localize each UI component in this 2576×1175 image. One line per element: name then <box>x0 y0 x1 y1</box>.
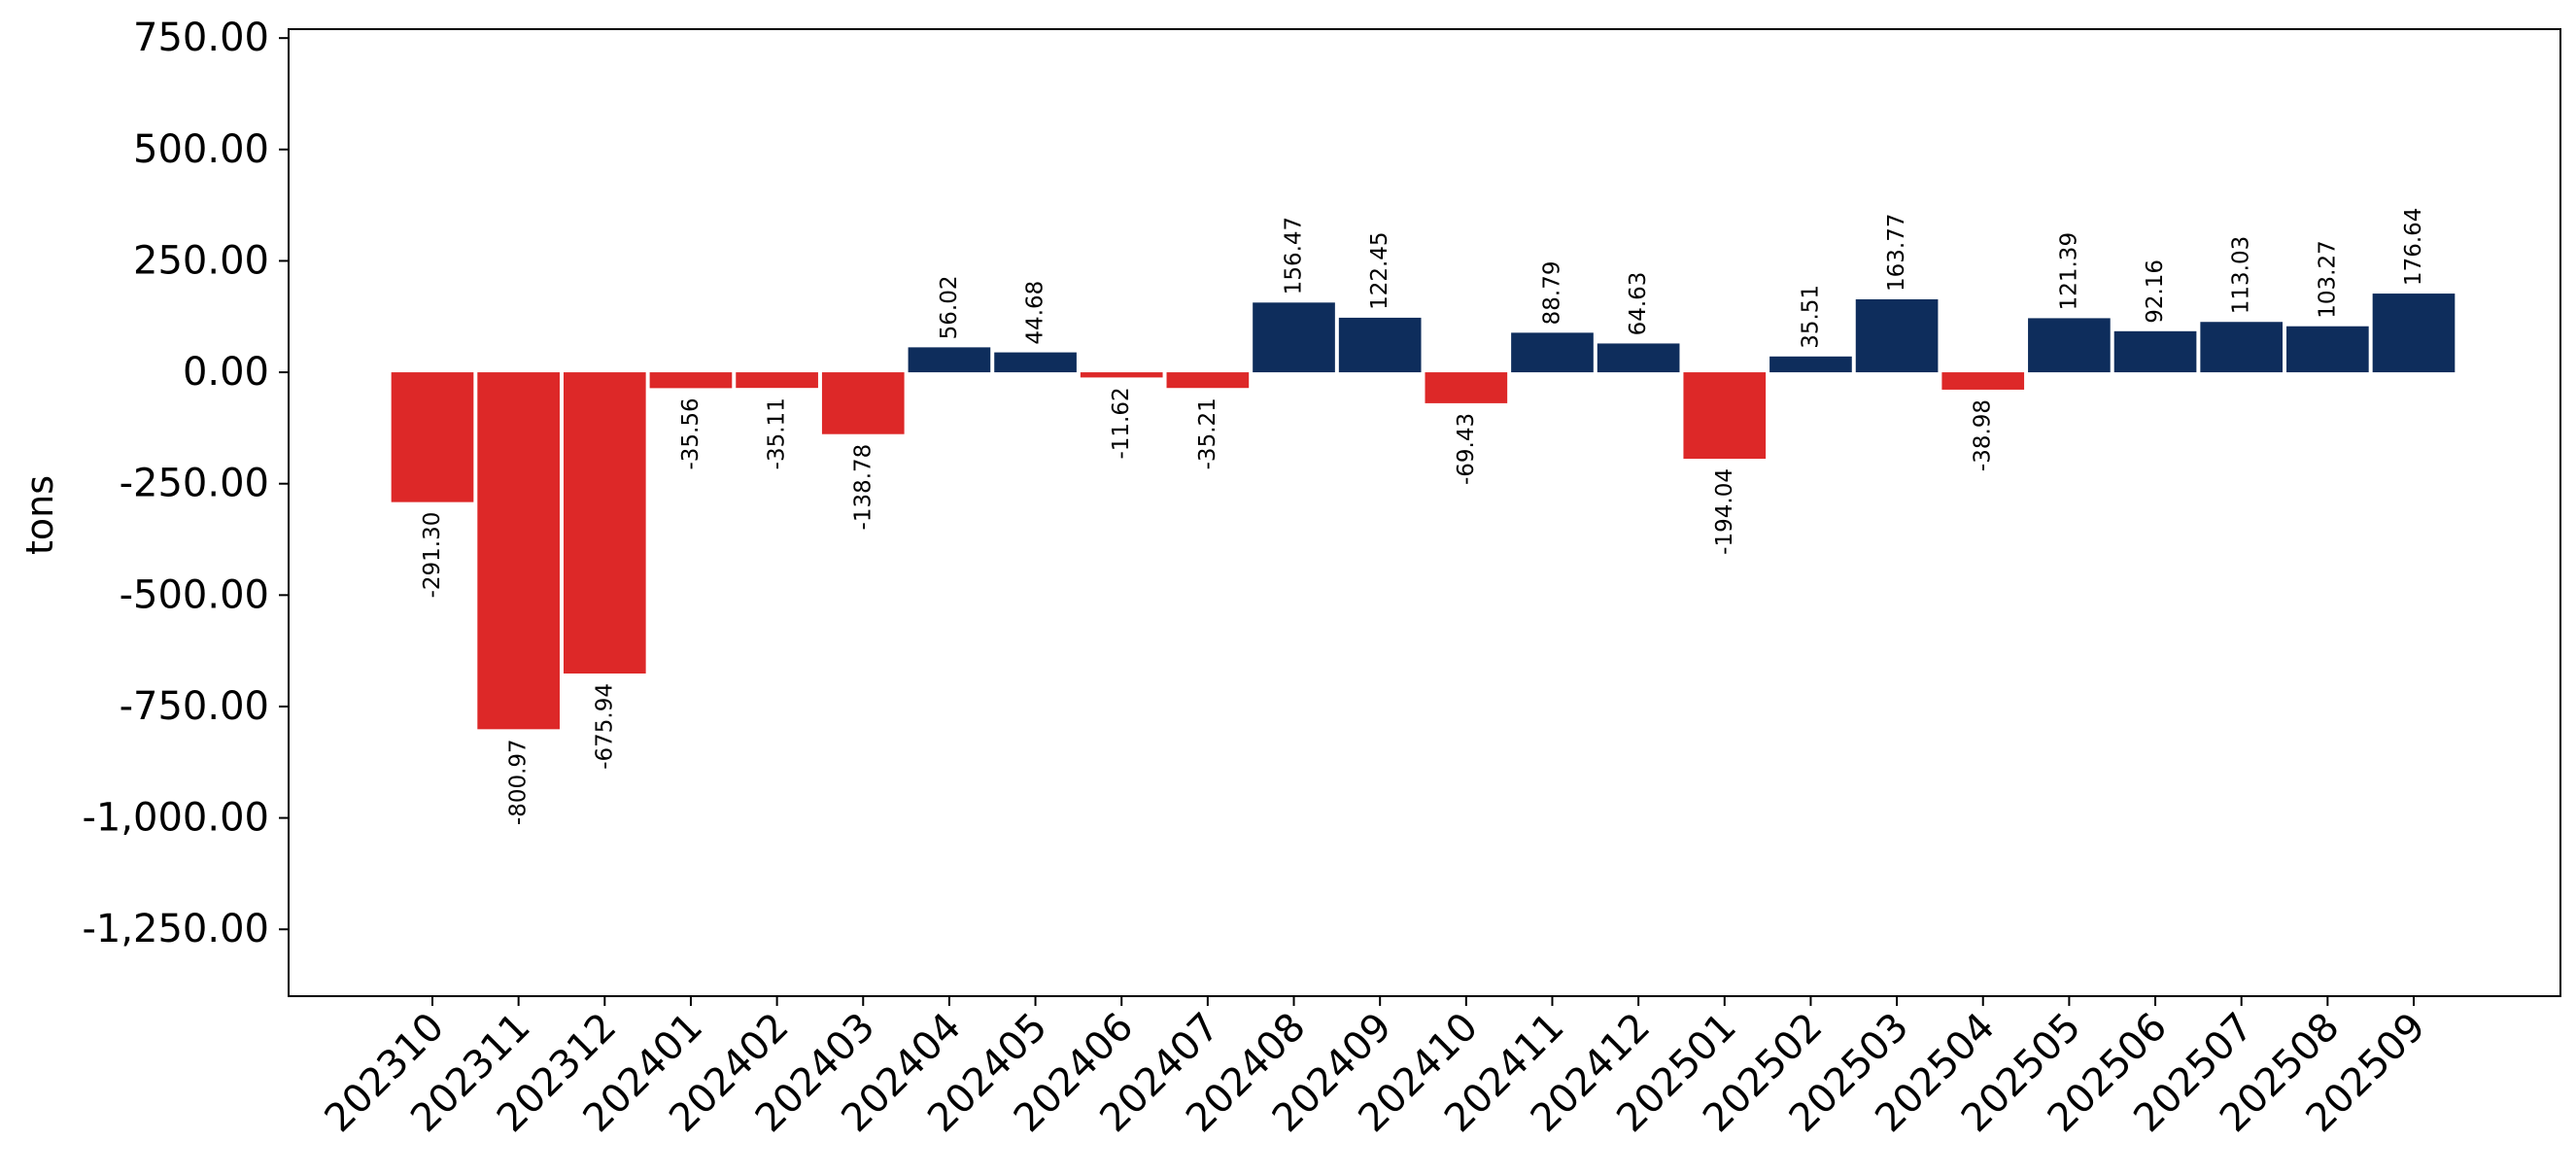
y-tick-label: -500.00 <box>120 572 269 617</box>
y-axis-label: tons <box>18 475 61 555</box>
y-tick-label: 500.00 <box>133 127 269 172</box>
data-label-202405: 44.68 <box>1023 281 1048 345</box>
data-label-202404: 56.02 <box>937 276 962 340</box>
data-label-202507: 113.03 <box>2229 236 2254 314</box>
bar-202403 <box>821 372 905 434</box>
bar-202408 <box>1253 302 1335 373</box>
bar-202501 <box>1683 372 1767 460</box>
data-label-202401: -35.56 <box>678 397 704 469</box>
data-label-202310: -291.30 <box>420 512 445 599</box>
data-label-202410: -69.43 <box>1454 413 1479 485</box>
bar-202407 <box>1166 372 1250 389</box>
bar-202409 <box>1338 317 1422 373</box>
bar-202506 <box>2113 330 2197 373</box>
y-tick-label: -1,000.00 <box>82 796 269 841</box>
bar-202411 <box>1511 332 1594 373</box>
bar-202406 <box>1080 372 1163 378</box>
data-label-202506: 92.16 <box>2143 259 2168 324</box>
bar-202311 <box>477 372 560 730</box>
data-label-202502: 35.51 <box>1798 285 1823 349</box>
y-axis: 750.00 500.00 250.00 0.00 -250.00 -500.00 -750… <box>82 16 289 951</box>
y-tick-label: -1,250.00 <box>82 907 269 951</box>
bar-202505 <box>2028 318 2111 373</box>
bar-202401 <box>649 372 733 389</box>
y-tick-label: -250.00 <box>120 462 269 506</box>
data-label-202411: 88.79 <box>1539 260 1564 325</box>
bar-202412 <box>1597 343 1680 373</box>
data-label-202409: 122.45 <box>1367 231 1392 309</box>
data-label-202412: 64.63 <box>1626 272 1651 336</box>
bar-202404 <box>908 347 991 373</box>
x-axis: 2023102023112023122024012024022024032024… <box>317 996 2434 1141</box>
bars-group <box>391 294 2456 730</box>
y-tick-label: 0.00 <box>183 350 269 395</box>
data-label-202406: -11.62 <box>1109 387 1134 459</box>
y-tick-label: 750.00 <box>133 16 269 60</box>
bar-202310 <box>391 372 474 502</box>
data-label-202503: 163.77 <box>1884 213 1909 291</box>
data-label-202402: -35.11 <box>765 397 790 469</box>
data-label-202311: -800.97 <box>506 739 532 825</box>
bar-202503 <box>1855 298 1939 373</box>
data-label-202407: -35.21 <box>1195 397 1220 469</box>
bar-202502 <box>1769 356 1852 373</box>
bar-202410 <box>1425 372 1508 403</box>
data-label-202509: 176.64 <box>2401 208 2426 286</box>
data-label-202504: -38.98 <box>1971 399 1996 471</box>
data-label-202408: 156.47 <box>1282 217 1307 294</box>
data-label-202508: 103.27 <box>2315 240 2340 318</box>
data-label-202403: -138.78 <box>850 444 876 531</box>
data-label-202501: -194.04 <box>1712 468 1737 555</box>
data-label-202312: -675.94 <box>592 683 617 770</box>
y-tick-label: 250.00 <box>133 238 269 283</box>
plot-frame <box>288 28 2561 997</box>
bar-202507 <box>2200 322 2284 373</box>
bar-202504 <box>1941 372 2025 390</box>
bar-202509 <box>2372 294 2456 373</box>
bar-202312 <box>563 372 646 674</box>
data-labels-group: -291.30 -800.97 -675.94 -35.56 -35.11 -138.78… <box>420 208 2426 826</box>
bar-202508 <box>2286 326 2369 373</box>
bar-202405 <box>994 352 1077 373</box>
y-tick-label: -750.00 <box>120 684 269 729</box>
bar-202402 <box>736 372 818 389</box>
data-label-202505: 121.39 <box>2056 232 2081 310</box>
